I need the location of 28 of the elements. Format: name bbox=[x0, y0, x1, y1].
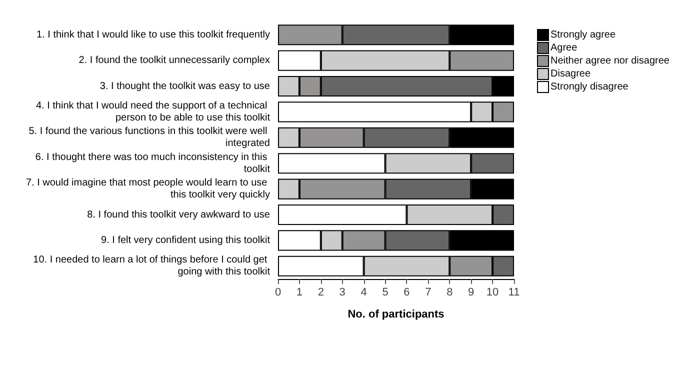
y-tick-label: 3. I thought the toolkit was easy to use bbox=[100, 80, 270, 92]
x-tick-label: 6 bbox=[404, 286, 410, 298]
y-tick-label: 5. I found the various functions in this toolkit were well integrated bbox=[28, 126, 270, 150]
x-tick-label: 8 bbox=[446, 286, 453, 298]
x-tick-label: 2 bbox=[318, 286, 324, 298]
legend-label: Strongly disagree bbox=[550, 82, 629, 92]
x-tick-label: 4 bbox=[360, 286, 367, 298]
y-tick-label: 9. I felt very confident using this toolkit bbox=[101, 234, 270, 246]
x-tick-label: 11 bbox=[508, 286, 520, 298]
x-tick-label: 3 bbox=[339, 286, 346, 298]
y-tick-label: 1. I think that I would like to use this toolkit frequently bbox=[36, 29, 270, 40]
x-tick-label: 5 bbox=[382, 286, 388, 298]
y-tick-label: 7. I would imagine that most people would learn to use this toolkit very quickly bbox=[26, 178, 270, 201]
x-tick-label: 1 bbox=[296, 286, 303, 298]
y-tick-label: 6. I thought there was too much inconsistency in this toolkit bbox=[35, 152, 270, 175]
legend-label: Disagree bbox=[550, 68, 591, 80]
legend-label: Strongly agree bbox=[550, 30, 616, 40]
x-tick-label: 10 bbox=[486, 286, 499, 298]
y-tick-label: 8. I found this toolkit very awkward to use bbox=[87, 209, 270, 220]
y-tick-label: 10. I needed to learn a lot of things before I could get going with this toolkit bbox=[33, 254, 270, 278]
y-tick-label: 4. I think that I would need the support of a technical person to be able to use this toolkit bbox=[36, 100, 270, 124]
legend-label: Agree bbox=[550, 42, 578, 54]
x-tick-label: 7 bbox=[425, 286, 432, 298]
x-axis-title: No. of participants bbox=[348, 308, 444, 320]
x-tick-label: 9 bbox=[468, 286, 474, 298]
y-tick-label: 2. I found the toolkit unnecessarily complex bbox=[78, 55, 270, 66]
legend-label: Neither agree nor disagree bbox=[550, 56, 670, 66]
x-tick-label: 0 bbox=[274, 286, 282, 298]
